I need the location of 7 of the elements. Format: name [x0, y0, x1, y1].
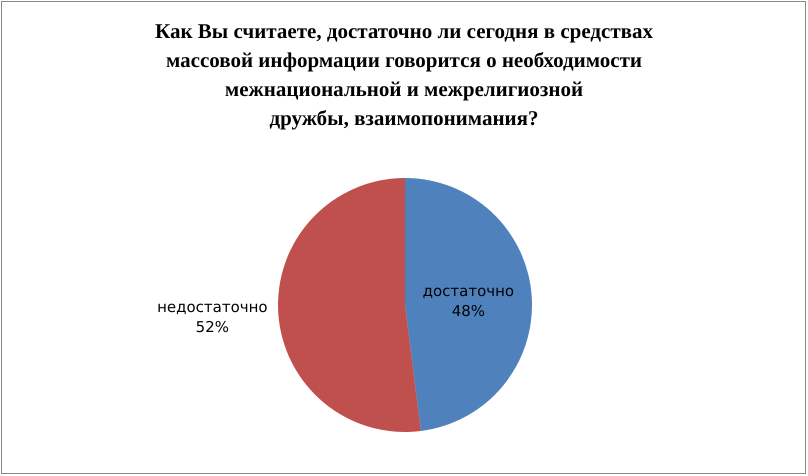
slice-label: достаточно: [422, 282, 514, 300]
pie-slice: [405, 178, 532, 431]
pie-slice: [278, 178, 421, 432]
data-label: 48%: [452, 302, 486, 320]
slice-label: недостаточно: [157, 298, 268, 316]
data-label: 52%: [196, 318, 230, 336]
chart-title: Как Вы считаете, достаточно ли сегодня в средствах массовой информации говорится о необходимости межнациональной и межрелигиозной дружбы, взаимопонимания?: [155, 19, 654, 130]
